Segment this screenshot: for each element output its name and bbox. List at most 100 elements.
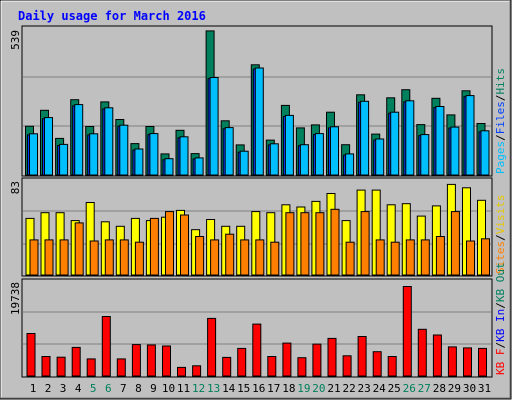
files-bar [314, 133, 324, 176]
day-label: 30 [463, 382, 476, 395]
kbytes-bar [432, 334, 442, 377]
files-bar [420, 134, 430, 176]
sites-bar [210, 239, 220, 276]
kbytes-bar [222, 356, 232, 377]
sites-bar [149, 217, 159, 276]
kbytes-bar [162, 345, 171, 377]
day-label: 29 [448, 382, 461, 395]
legend-label: Sites/Visits [494, 195, 507, 275]
day-label: 20 [312, 382, 325, 395]
day-label: 22 [342, 382, 355, 395]
kbytes-axis-max-label: 19738 [9, 282, 22, 315]
sites-bar [481, 238, 490, 276]
kbytes-bar [372, 351, 382, 377]
day-label: 27 [418, 382, 431, 395]
visits-panel-legend: Sites/Visits [494, 195, 507, 275]
sites-bar [360, 211, 370, 276]
sites-bar [225, 233, 235, 276]
files-bar [224, 127, 234, 176]
sites-bar [180, 214, 189, 276]
day-label: 5 [90, 382, 97, 395]
files-bar [59, 143, 69, 176]
hits-bars [25, 30, 490, 176]
files-bar [405, 100, 415, 176]
files-bar [254, 67, 264, 176]
kbytes-bar [237, 347, 247, 377]
chart-title: Daily usage for March 2016 [18, 9, 206, 23]
day-label: 4 [75, 382, 82, 395]
sites-bar [375, 239, 385, 276]
day-label: 1 [30, 382, 37, 395]
files-bar [239, 150, 249, 176]
sites-bar [255, 239, 265, 276]
kbytes-bar [146, 344, 156, 377]
files-bar [375, 138, 385, 176]
files-bar [209, 77, 219, 176]
files-bar [465, 95, 475, 176]
sites-bar [195, 236, 205, 276]
sites-bar [285, 212, 295, 276]
sites-bar [405, 239, 415, 276]
files-bar [119, 124, 129, 176]
kbytes-bar [327, 337, 337, 377]
files-bar [450, 126, 460, 176]
day-label: 19 [297, 382, 310, 395]
kbytes-bar [177, 366, 186, 377]
hits-panel-legend: Pages/Files/Hits [494, 68, 507, 174]
files-bar [134, 148, 144, 176]
kbytes-bar [463, 347, 472, 377]
files-bar [149, 133, 159, 176]
day-label: 15 [237, 382, 250, 395]
files-bar [194, 157, 204, 176]
hits-axis-max-label: 539 [9, 30, 22, 50]
day-label: 9 [150, 382, 157, 395]
kbytes-bar [207, 317, 217, 377]
files-bar [104, 107, 114, 176]
files-bar [330, 126, 339, 176]
sites-bar [89, 240, 99, 276]
day-label: 8 [135, 382, 142, 395]
kbytes-bar [417, 328, 427, 377]
legend-label: Pages/Files/Hits [494, 68, 507, 174]
files-bar [345, 153, 355, 176]
sites-bar [29, 239, 39, 276]
kbytes-bar [282, 342, 292, 377]
day-label: 23 [357, 382, 370, 395]
sites-bar [44, 239, 54, 276]
sites-bar [74, 222, 84, 276]
sites-bar [119, 239, 129, 276]
sites-bar [466, 240, 475, 276]
kbytes-bar [357, 336, 367, 377]
sites-bar [315, 212, 325, 276]
kbytes-bars [26, 286, 487, 377]
kbytes-bar [387, 356, 397, 377]
day-label: 26 [403, 382, 416, 395]
kbytes-bar [26, 333, 36, 377]
day-label: 11 [177, 382, 190, 395]
sites-bar [390, 241, 400, 276]
day-axis-labels: 1 2 3 4 5 6 7 8 9 10 11 12 13 14 15 16 17 18 19 20 21 22 23 24 2… [30, 382, 491, 395]
day-label: 24 [373, 382, 387, 395]
sites-bar [420, 239, 430, 276]
kbytes-bar [447, 346, 457, 377]
files-bar [29, 133, 38, 176]
kbytes-bar [101, 316, 111, 377]
sites-bar [450, 211, 460, 276]
sites-bar [104, 239, 114, 276]
kbytes-bar [252, 323, 262, 377]
day-label: 16 [252, 382, 265, 395]
files-bar [299, 144, 309, 176]
day-label: 7 [120, 382, 127, 395]
visits-bars [25, 183, 490, 276]
sites-bar [240, 239, 250, 276]
files-bar [284, 114, 294, 176]
kbytes-bar [86, 358, 96, 377]
kbytes-bar [478, 347, 487, 377]
sites-bar [59, 239, 69, 276]
day-label: 12 [192, 382, 205, 395]
day-label: 31 [478, 382, 491, 395]
day-label: 2 [45, 382, 52, 395]
kbytes-bar [41, 356, 51, 377]
day-label: 18 [282, 382, 295, 395]
